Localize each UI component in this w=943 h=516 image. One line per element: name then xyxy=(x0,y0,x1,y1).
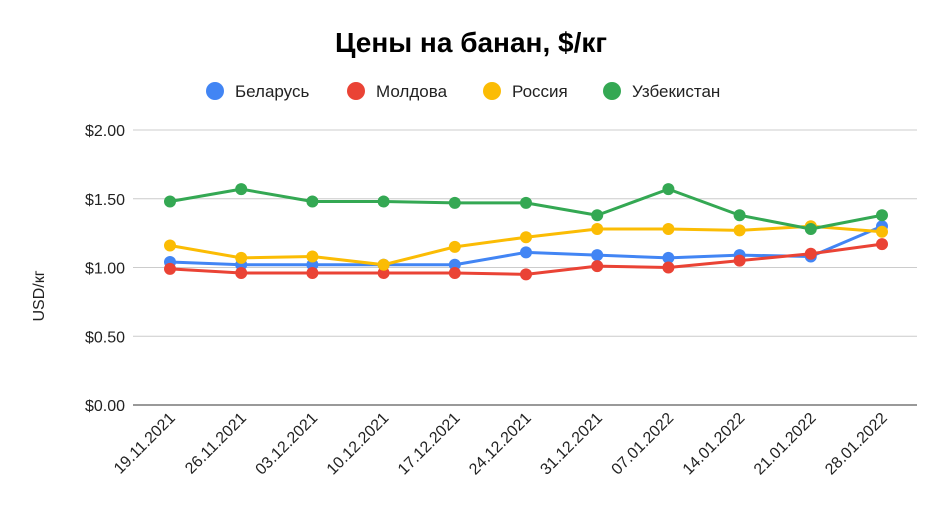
series-line xyxy=(168,187,884,231)
data-point xyxy=(876,238,888,251)
data-point xyxy=(164,239,176,252)
data-point xyxy=(306,258,319,271)
legend-label: Беларусь xyxy=(235,82,309,101)
data-point xyxy=(733,209,746,222)
data-point xyxy=(733,254,746,267)
data-point xyxy=(520,231,532,244)
legend-marker xyxy=(483,82,501,100)
x-tick-label: 26.11.2021 xyxy=(182,410,250,478)
y-axis-label: USD/кг xyxy=(31,270,48,321)
x-tick-label: 10.12.2021 xyxy=(324,410,393,479)
data-point xyxy=(520,268,532,281)
legend: Беларусь Молдова Россия Узбекистан xyxy=(206,82,720,101)
data-point xyxy=(448,196,461,209)
data-point xyxy=(377,258,390,271)
data-point xyxy=(591,260,604,273)
gridlines xyxy=(133,129,917,406)
x-tick-label: 28.01.2022 xyxy=(822,410,891,479)
x-tick-label: 07.01.2022 xyxy=(609,410,678,479)
y-tick-label: $2.00 xyxy=(85,123,125,140)
data-point xyxy=(235,251,248,264)
data-point xyxy=(733,224,746,237)
data-point xyxy=(804,247,817,260)
legend-marker xyxy=(603,82,621,100)
data-point xyxy=(448,267,461,279)
legend-marker xyxy=(347,82,365,100)
x-tick-label: 17.12.2021 xyxy=(395,410,464,479)
data-point xyxy=(448,240,461,253)
x-tick-label: 03.12.2021 xyxy=(253,410,322,479)
y-tick-label: $0.00 xyxy=(85,398,125,415)
data-point xyxy=(662,183,675,196)
y-tick-label: $1.00 xyxy=(85,261,125,278)
legend-item: Молдова xyxy=(347,82,448,101)
data-point xyxy=(662,261,675,274)
data-point xyxy=(520,196,532,209)
legend-label: Россия xyxy=(512,82,568,101)
x-axis-ticks: 19.11.2021 26.11.2021 03.12.2021 10.12.2021… xyxy=(111,410,891,479)
legend-item: Узбекистан xyxy=(603,82,720,101)
data-point xyxy=(306,267,319,279)
data-point xyxy=(377,195,390,208)
data-point xyxy=(164,195,176,208)
legend-label: Узбекистан xyxy=(632,82,720,101)
data-point xyxy=(876,225,888,238)
data-point xyxy=(306,250,319,263)
series xyxy=(164,220,888,271)
data-point xyxy=(662,251,675,264)
x-tick-label: 24.12.2021 xyxy=(466,410,535,479)
legend-label: Молдова xyxy=(376,82,448,101)
data-point xyxy=(591,209,604,222)
series-group xyxy=(164,183,888,281)
data-point xyxy=(235,183,248,196)
x-tick-label: 21.01.2022 xyxy=(751,410,820,479)
chart-title: Цены на банан, $/кг xyxy=(335,27,607,58)
data-point xyxy=(520,246,532,259)
y-axis-ticks: $0.00 $0.50 $1.00 $1.50 $2.00 xyxy=(85,123,125,415)
data-point xyxy=(662,223,675,235)
x-tick-label: 14.01.2022 xyxy=(680,410,749,479)
series xyxy=(164,238,888,281)
legend-item: Беларусь xyxy=(206,82,309,101)
y-tick-label: $1.50 xyxy=(85,192,125,209)
data-point xyxy=(377,267,390,279)
x-tick-label: 19.11.2021 xyxy=(111,410,179,478)
data-point xyxy=(876,209,888,222)
x-tick-label: 31.12.2021 xyxy=(537,410,606,479)
data-point xyxy=(306,195,319,208)
data-point xyxy=(591,223,604,235)
data-point xyxy=(164,262,176,275)
data-point xyxy=(591,249,604,262)
data-point xyxy=(448,258,461,271)
legend-item: Россия xyxy=(483,82,568,101)
y-tick-label: $0.50 xyxy=(85,329,125,346)
data-point xyxy=(235,267,248,279)
data-point xyxy=(804,223,817,235)
legend-marker xyxy=(206,82,224,100)
series xyxy=(164,183,888,235)
